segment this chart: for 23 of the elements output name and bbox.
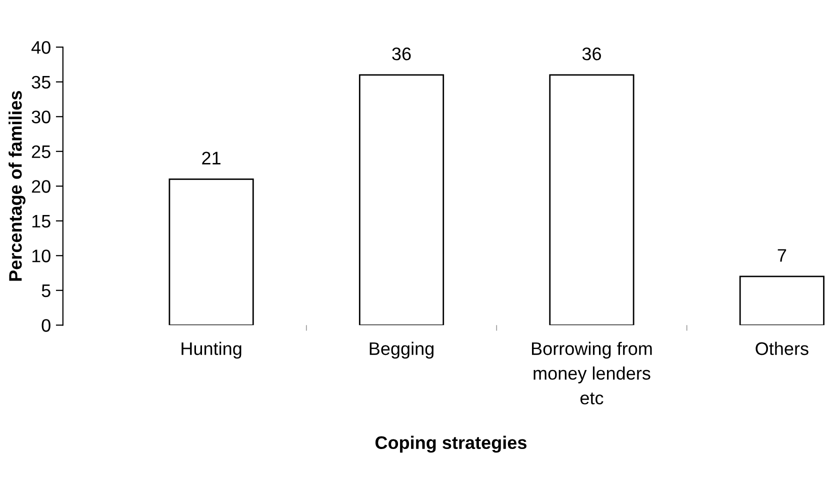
y-tick-label: 35	[32, 76, 50, 89]
data-label: 36	[392, 47, 411, 60]
y-tick-label: 10	[32, 250, 50, 262]
x-tick-label: Others	[756, 342, 808, 356]
x-tick-label: Hunting	[182, 342, 242, 359]
y-tick-label: 40	[31, 41, 50, 54]
y-tick-label: 15	[32, 215, 50, 228]
x-tick-label: Begging	[370, 342, 434, 359]
bar	[739, 276, 824, 326]
y-tick-label: 20	[32, 180, 50, 193]
bar	[549, 74, 634, 326]
bar	[168, 178, 254, 326]
y-tick-label: 0	[42, 319, 50, 332]
y-tick-label: 30	[32, 110, 50, 124]
data-label: 7	[778, 249, 786, 262]
data-label: 36	[582, 47, 601, 60]
y-tick-label: 25	[32, 145, 50, 158]
x-axis-title: Coping strategies	[375, 436, 526, 453]
y-tick-label: 5	[42, 284, 50, 298]
data-label: 21	[202, 152, 220, 164]
x-tick-label: Borrowing from money lenders etc	[532, 342, 652, 404]
y-axis-title: Percentage of families	[8, 91, 26, 281]
bar	[358, 74, 444, 326]
